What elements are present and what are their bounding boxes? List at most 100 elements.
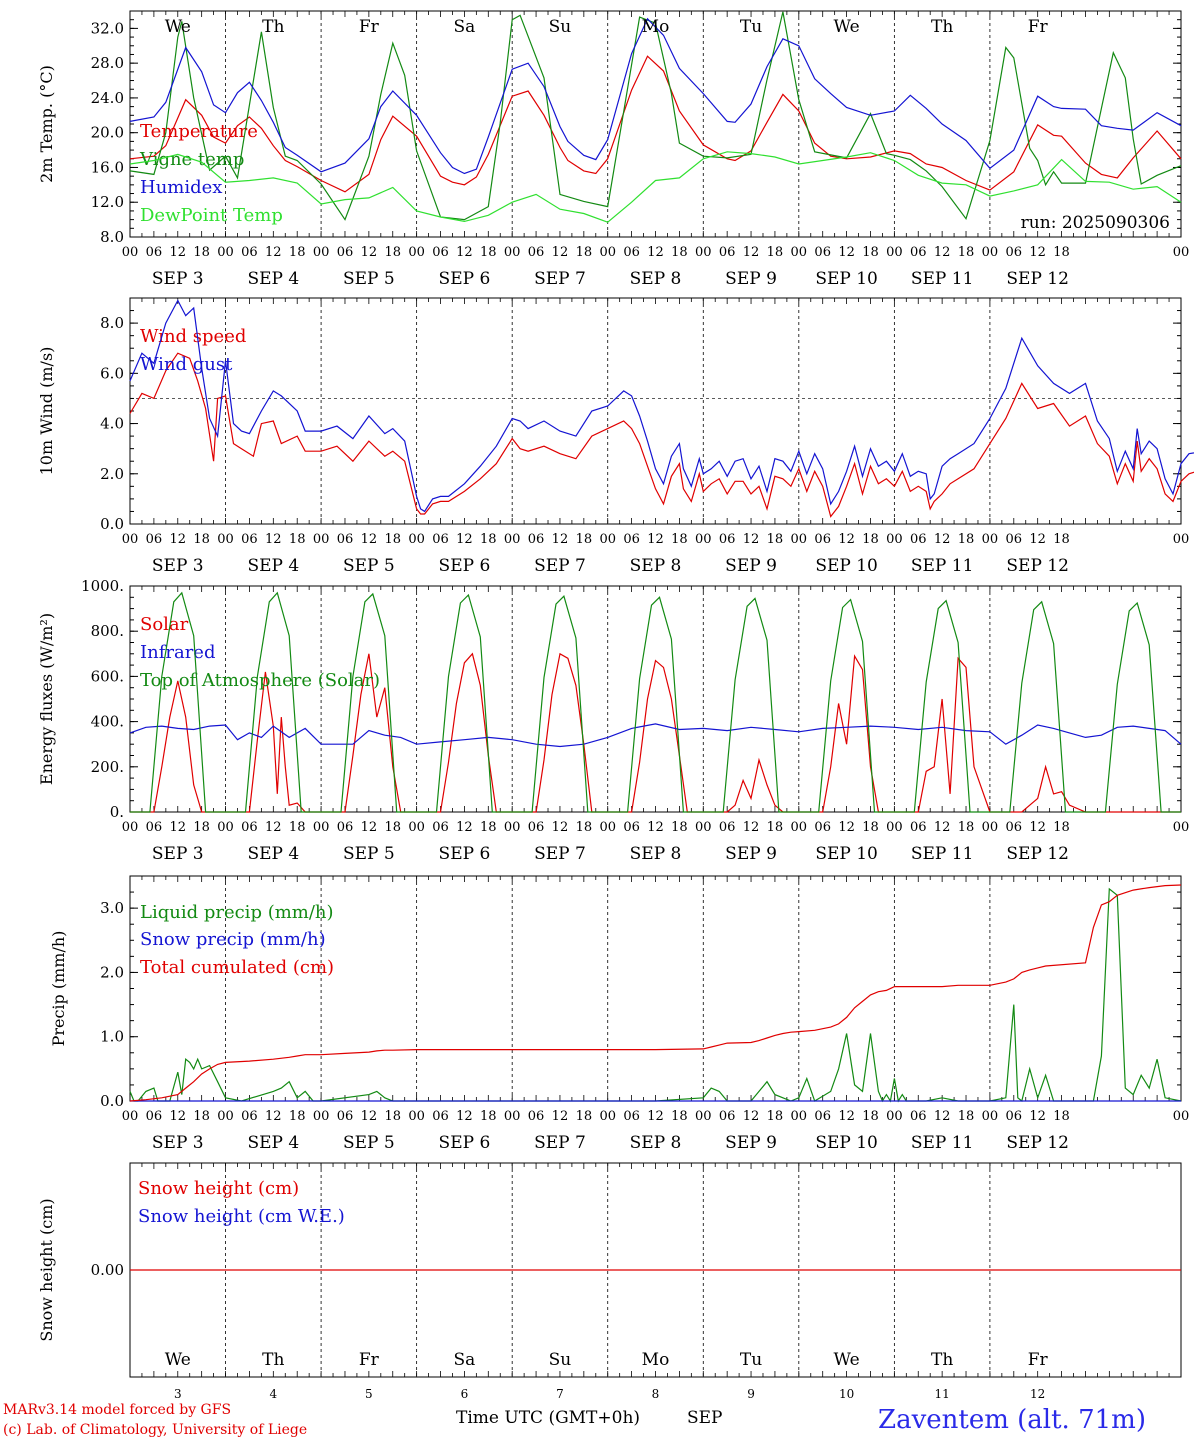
weekday-label: Fr: [1028, 17, 1049, 37]
x-hour-label: 00: [695, 532, 712, 547]
y-tick-label: 20.0: [91, 124, 124, 142]
weekday-label: Th: [931, 17, 953, 37]
x-hour-label: 12: [934, 532, 951, 547]
x-date-label: SEP 10: [815, 556, 878, 576]
day-number-label: 7: [556, 1387, 564, 1401]
x-hour-label: 18: [958, 245, 975, 260]
x-hour-label: 18: [289, 1109, 306, 1124]
x-hour-label: 06: [146, 1109, 163, 1124]
series-line-energy-1: [129, 723, 1182, 748]
x-hour-label: 06: [910, 532, 927, 547]
x-hour-label: 06: [719, 820, 736, 835]
y-tick-label: 24.0: [91, 89, 124, 107]
x-hour-label: 06: [146, 820, 163, 835]
x-hour-label: 00: [599, 820, 616, 835]
y-tick-label: 16.0: [91, 158, 124, 176]
x-hour-label: 12: [934, 245, 951, 260]
x-hour-label: 06: [528, 532, 545, 547]
x-hour-label: 00: [695, 820, 712, 835]
x-date-label: SEP 3: [152, 844, 204, 864]
x-hour-label: 12: [838, 245, 855, 260]
series-line-precip-2: [129, 884, 1182, 1102]
y-tick-label: 4.0: [100, 415, 124, 433]
x-hour-label: 18: [193, 532, 210, 547]
x-hour-label: 18: [862, 820, 879, 835]
x-hour-label: 00: [695, 245, 712, 260]
x-hour-label: 18: [1053, 245, 1070, 260]
x-hour-label: 12: [169, 820, 186, 835]
x-hour-label: 00: [504, 245, 521, 260]
x-date-label: SEP 5: [343, 844, 395, 864]
x-date-label: SEP 12: [1006, 269, 1069, 289]
x-hour-label: 18: [671, 532, 688, 547]
x-hour-label: 12: [838, 820, 855, 835]
x-hour-label: 18: [767, 1109, 784, 1124]
x-date-label: SEP 7: [534, 1133, 586, 1153]
series-line-temperature-0: [129, 55, 1182, 193]
y-tick-label: 0.: [110, 803, 124, 821]
day-number-label: 5: [365, 1387, 373, 1401]
x-hour-label: 06: [432, 820, 449, 835]
x-hour-label: 12: [647, 532, 664, 547]
x-hour-label: 00: [217, 820, 234, 835]
weekday-label: Su: [549, 1350, 572, 1370]
weekday-label: Fr: [359, 1350, 380, 1370]
y-tick-label: 2.0: [100, 465, 124, 483]
x-hour-label: 00: [313, 820, 330, 835]
panel-energy: 0. 200. 400. 600. 800. 1000. Energy fluxes (W/…: [37, 577, 1189, 864]
weekday-label: Fr: [359, 17, 380, 37]
weekday-label: Su: [549, 17, 572, 37]
x-hour-label: 00: [217, 245, 234, 260]
y-tick-label: 32.0: [91, 19, 124, 37]
x-hour-label: 06: [719, 245, 736, 260]
y-axis-label: Snow height (cm): [37, 1198, 56, 1341]
x-hour-label: 18: [289, 820, 306, 835]
x-date-label: SEP 9: [725, 844, 777, 864]
y-axis-label: Energy fluxes (W/m²): [37, 613, 56, 785]
weekday-label: Fr: [1028, 1350, 1049, 1370]
x-date-label: SEP 6: [439, 556, 491, 576]
x-hour-label: 06: [241, 820, 258, 835]
x-hour-label: 06: [241, 1109, 258, 1124]
x-hour-label: 06: [623, 1109, 640, 1124]
x-hour-label: 18: [384, 245, 401, 260]
y-tick-label: 0.00: [91, 1261, 124, 1279]
x-hour-label: 06: [432, 245, 449, 260]
x-hour-label: 12: [169, 245, 186, 260]
x-date-label: SEP 11: [911, 269, 974, 289]
y-tick-label: 8.0: [100, 228, 124, 246]
x-hour-label: 06: [337, 532, 354, 547]
x-hour-label: 00: [122, 820, 139, 835]
x-hour-label: 12: [169, 1109, 186, 1124]
panel-precip: 0.0 1.0 2.0 3.0 Precip (mm/h) Liquid precip (…: [49, 875, 1190, 1153]
x-hour-label: 12: [552, 532, 569, 547]
x-date-label: SEP 5: [343, 1133, 395, 1153]
x-hour-label: 12: [1029, 532, 1046, 547]
footer: MARv3.14 model forced by GFS (c) Lab. of…: [3, 1402, 1146, 1438]
x-hour-label: 18: [480, 245, 497, 260]
x-hour-label: 18: [767, 245, 784, 260]
y-tick-label: 200.: [91, 758, 124, 776]
series-line-energy-2: [130, 591, 1181, 813]
y-tick-label: 12.0: [91, 193, 124, 211]
y-tick-label: 0.0: [100, 1092, 124, 1110]
x-hour-label: 06: [719, 1109, 736, 1124]
weekday-label: Mo: [642, 1350, 670, 1370]
x-hour-label: 00: [313, 245, 330, 260]
day-number-label: 4: [269, 1387, 277, 1401]
x-hour-label: 00: [1173, 820, 1190, 835]
x-hour-label: 00: [886, 532, 903, 547]
y-axis-label: Precip (mm/h): [49, 931, 68, 1047]
x-hour-label: 00: [982, 532, 999, 547]
x-hour-label: 00: [122, 245, 139, 260]
x-hour-label: 00: [1173, 1109, 1190, 1124]
x-hour-label: 12: [456, 1109, 473, 1124]
x-hour-label: 18: [576, 1109, 593, 1124]
day-number-label: 10: [839, 1387, 854, 1401]
legend-entry: Wind gust: [140, 354, 233, 375]
legend-entry: Snow precip (mm/h): [140, 929, 326, 950]
x-hour-label: 12: [838, 532, 855, 547]
x-date-label: SEP 3: [152, 556, 204, 576]
x-hour-label: 00: [504, 820, 521, 835]
x-hour-label: 06: [528, 1109, 545, 1124]
